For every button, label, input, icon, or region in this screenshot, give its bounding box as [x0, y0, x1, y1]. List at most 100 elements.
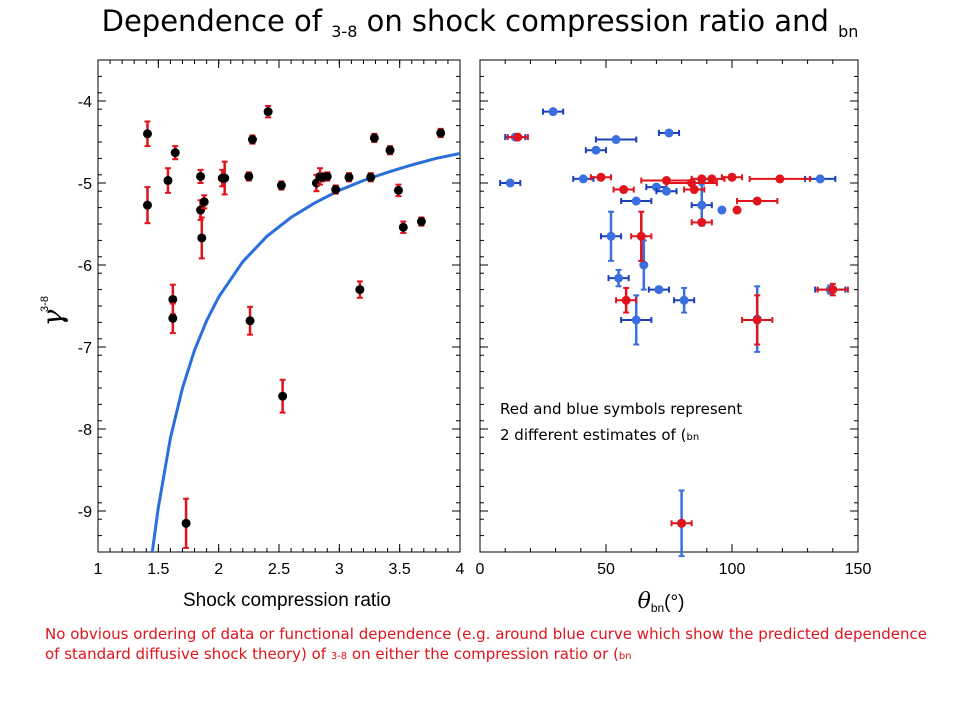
data-point: [168, 313, 178, 323]
red-data-point: [677, 518, 687, 528]
data-point: [168, 294, 178, 304]
red-data-point: [596, 172, 606, 182]
annotation-sub: bn: [686, 432, 700, 443]
left-panel-y-tick-label: -5: [78, 176, 92, 193]
left-points: [142, 104, 446, 549]
data-point: [263, 107, 273, 117]
blue-data-point: [611, 135, 621, 145]
footnote-theta-symbol: (: [613, 645, 619, 663]
right-panel-x-tick-label: 150: [845, 561, 872, 578]
left-panel-x-tick-label: 1.5: [147, 561, 169, 578]
left-panel-frame: [97, 59, 461, 553]
right-panel-x-tick-label: 0: [476, 561, 485, 578]
data-point: [276, 180, 286, 190]
blue-data-point: [679, 295, 689, 305]
blue-data-point: [661, 186, 671, 196]
blue-data-point: [654, 285, 664, 295]
annotation-line1: Red and blue symbols represent: [500, 400, 743, 418]
red-data-point: [752, 315, 762, 325]
slide-title: Dependence of 3-8 on shock compression r…: [0, 4, 960, 41]
red-data-point: [513, 132, 523, 142]
red-data-point: [707, 174, 717, 184]
blue-data-point: [505, 178, 515, 188]
data-point: [369, 133, 379, 143]
right-points: [499, 107, 849, 558]
red-data-point: [828, 285, 838, 295]
title-gamma-sub: 3-8: [331, 22, 358, 41]
red-data-point: [752, 196, 762, 206]
blue-data-point: [591, 145, 601, 155]
blue-data-point: [639, 260, 649, 270]
data-point: [355, 285, 365, 295]
blue-data-point: [717, 205, 727, 215]
data-point: [245, 316, 255, 326]
blue-data-point: [548, 107, 558, 117]
data-point: [181, 518, 191, 528]
y-axis-gamma-symbol: γ: [36, 309, 69, 326]
red-data-point: [619, 185, 629, 195]
title-prefix: Dependence of: [101, 4, 332, 38]
x-axis-theta-symbol: θ: [638, 589, 651, 614]
x-axis-unit: (°): [664, 592, 684, 613]
red-data-point: [689, 185, 699, 195]
left-panel-x-tick-label: 2: [214, 561, 223, 578]
data-point: [142, 200, 152, 210]
left-panel-x-tick-label: 4: [456, 561, 465, 578]
data-point: [366, 172, 376, 182]
right-panel-x-tick-label: 50: [597, 561, 615, 578]
title-middle: on shock compression ratio and: [357, 4, 839, 38]
data-point: [170, 148, 180, 158]
data-point: [398, 222, 408, 232]
footnote-text: No obvious ordering of data or functiona…: [45, 625, 927, 663]
y-axis-gamma-sub: 3-8: [39, 296, 51, 312]
left-panel-y-tick-label: -9: [78, 504, 92, 521]
data-point: [244, 171, 254, 181]
data-point: [344, 172, 354, 182]
data-point: [199, 197, 209, 207]
data-point: [163, 176, 173, 186]
data-point: [220, 173, 230, 183]
left-panel-y-tick-label: -6: [78, 258, 92, 275]
data-point: [385, 145, 395, 155]
blue-data-point: [578, 174, 588, 184]
annotation-symbol: (: [680, 426, 687, 444]
red-data-point: [775, 174, 785, 184]
data-point: [416, 217, 426, 227]
data-point: [393, 185, 403, 195]
data-point: [322, 171, 332, 181]
red-data-point: [727, 172, 737, 182]
footnote: No obvious ordering of data or functiona…: [45, 624, 927, 667]
annotation: Red and blue symbols represent 2 differe…: [500, 396, 820, 451]
title-theta-sub: bn: [838, 22, 859, 41]
blue-data-point: [815, 174, 825, 184]
left-panel-x-tick-label: 3.5: [389, 561, 411, 578]
blue-data-point: [606, 231, 616, 241]
red-data-point: [732, 205, 742, 215]
annotation-line2-prefix: 2 different estimates of: [500, 426, 681, 444]
left-panel-ticks: 1 1.5 2 2.5 3 3.5 4 -9 -8 -7 -6 -5 -4: [78, 59, 465, 578]
footnote-middle: on either the compression ratio or: [347, 645, 614, 663]
left-y-axis-label: γ3-8: [36, 296, 69, 326]
data-point: [278, 391, 288, 401]
left-panel-x-tick-label: 2.5: [268, 561, 290, 578]
blue-data-point: [697, 200, 707, 210]
data-point: [331, 185, 341, 195]
blue-data-point: [651, 182, 661, 192]
right-panel-ticks: 0 50 100 150: [476, 59, 872, 578]
blue-data-point: [631, 315, 641, 325]
left-panel-x-tick-label: 3: [335, 561, 344, 578]
left-panel-y-tick-label: -4: [78, 94, 92, 111]
left-panel-x-tick-label: 1: [94, 561, 103, 578]
theory-curve: [150, 152, 460, 552]
blue-data-point: [614, 273, 624, 283]
data-point: [196, 171, 206, 181]
annotation-line2: 2 different estimates of (bn: [500, 422, 820, 451]
left-x-axis-label: Shock compression ratio: [183, 590, 391, 611]
left-panel-y-tick-label: -8: [78, 422, 92, 439]
right-panel-x-tick-label: 100: [719, 561, 746, 578]
data-point: [142, 129, 152, 139]
data-point: [436, 128, 446, 138]
blue-data-point: [631, 196, 641, 206]
footnote-gamma-sub: 3-8: [330, 651, 348, 662]
